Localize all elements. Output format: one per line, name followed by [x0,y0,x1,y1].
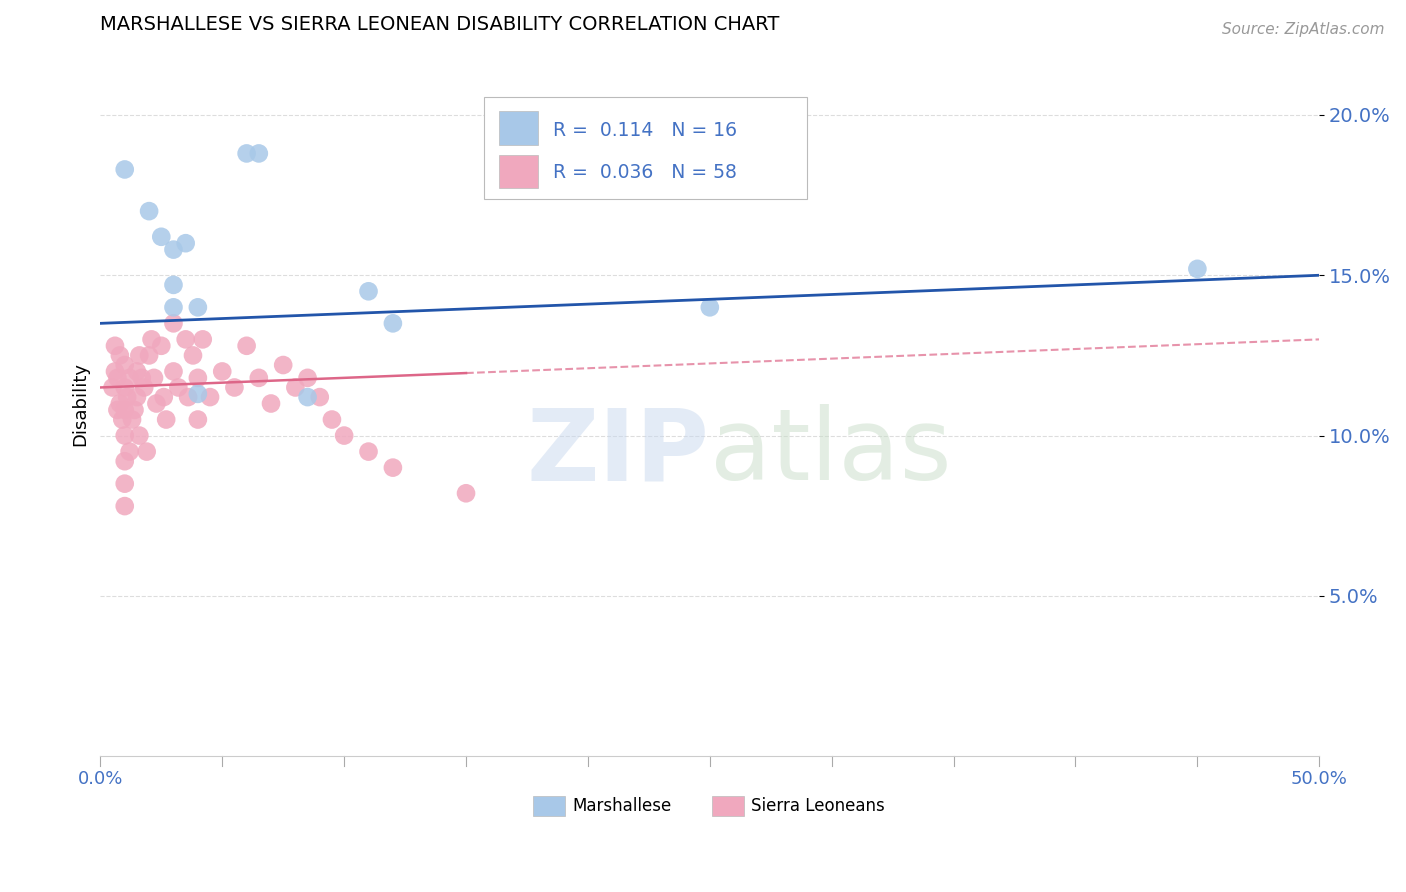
Text: ZIP: ZIP [527,404,710,501]
Point [114,428,136,442]
Point [177,390,200,404]
Point [152,390,174,404]
Point [162,301,184,315]
Point [381,460,404,475]
Point [174,236,197,251]
FancyBboxPatch shape [713,797,744,816]
Point [150,339,173,353]
Point [114,499,136,513]
Text: R =  0.114   N = 16: R = 0.114 N = 16 [553,121,737,140]
Point [141,332,163,346]
Point [150,229,173,244]
Point [357,444,380,458]
Point [297,390,319,404]
Point [114,454,136,468]
Point [138,204,160,219]
Point [108,348,131,362]
Point [357,285,380,299]
Point [187,387,209,401]
Point [143,371,166,385]
Point [155,412,177,426]
Point [174,332,197,346]
Point [128,348,150,362]
Point [125,390,148,404]
Text: 0.0%: 0.0% [77,771,124,789]
Point [308,390,330,404]
Point [381,317,404,331]
Point [115,390,138,404]
Point [1187,261,1209,276]
Point [181,348,204,362]
Point [235,146,257,161]
Point [145,396,167,410]
Y-axis label: Disability: Disability [72,361,89,445]
Point [121,412,143,426]
Point [134,380,156,394]
Point [114,380,136,394]
FancyBboxPatch shape [533,797,565,816]
Point [111,412,134,426]
Text: R =  0.036   N = 58: R = 0.036 N = 58 [553,162,737,182]
Point [138,348,160,362]
Point [187,371,209,385]
Point [187,301,209,315]
Point [224,380,246,394]
Point [321,412,343,426]
Point [128,428,150,442]
Point [118,371,141,385]
Point [235,339,257,353]
Point [162,317,184,331]
Point [284,380,307,394]
Point [211,364,233,378]
Point [107,371,129,385]
FancyBboxPatch shape [484,96,807,199]
Text: Source: ZipAtlas.com: Source: ZipAtlas.com [1222,22,1385,37]
Point [191,332,214,346]
Point [167,380,190,394]
Point [114,358,136,372]
Text: 50.0%: 50.0% [1291,771,1348,789]
Point [247,371,270,385]
FancyBboxPatch shape [499,111,538,145]
Text: atlas: atlas [710,404,952,501]
Text: Sierra Leoneans: Sierra Leoneans [751,797,884,815]
FancyBboxPatch shape [499,154,538,188]
Point [118,444,141,458]
Point [699,301,721,315]
Point [297,371,319,385]
Point [260,396,283,410]
Point [198,390,221,404]
Point [114,162,136,177]
Point [162,364,184,378]
Point [104,364,127,378]
Point [187,412,209,426]
Point [333,428,356,442]
Point [114,476,136,491]
Point [108,396,131,410]
Point [247,146,270,161]
Point [162,243,184,257]
Point [135,444,157,458]
Point [101,380,124,394]
Text: MARSHALLESE VS SIERRA LEONEAN DISABILITY CORRELATION CHART: MARSHALLESE VS SIERRA LEONEAN DISABILITY… [100,15,780,34]
Point [124,403,146,417]
Point [104,339,127,353]
Point [114,403,136,417]
Point [107,403,129,417]
Text: Marshallese: Marshallese [572,797,671,815]
Point [125,364,148,378]
Point [131,371,153,385]
Point [162,277,184,292]
Point [454,486,477,500]
Point [271,358,294,372]
